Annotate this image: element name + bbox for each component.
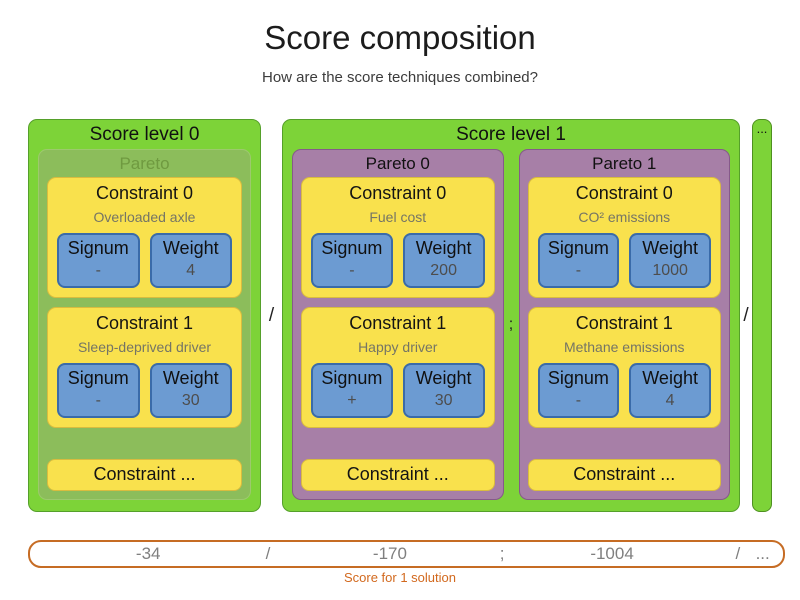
constraint-box: Constraint 1 Sleep-deprived driver Signu… [47,307,242,428]
weight-label: Weight [162,368,219,388]
constraint-description: Fuel cost [369,209,427,225]
weight-value: 4 [186,262,196,279]
score-level-0-label: Score level 0 [89,124,200,145]
signum-value: - [95,262,101,279]
signum-value: - [575,392,582,409]
score-separator: ; [499,544,505,563]
signum-label: Signum [547,368,609,388]
weight-value: 30 [434,392,453,409]
page-subtitle: How are the score techniques combined? [262,69,538,86]
score-composition-diagram: Score level 0 Pareto Constraint 0 Overlo… [28,119,772,512]
score-level-1-label: Score level 1 [456,124,566,145]
constraint-box: Constraint 0 CO² emissions Signum - Weig… [527,177,721,298]
weight-label: Weight [415,368,472,388]
signum-weight-row: Signum - Weight 30 [57,363,232,418]
constraint-description: Sleep-deprived driver [77,339,212,355]
constraint-box: Constraint 1 Methane emissions Signum - … [527,307,721,428]
pareto-row: Pareto 0 Constraint 0 Fuel cost Signum -… [292,149,730,500]
constraint-more-box: Constraint ... [301,459,495,491]
weight-label: Weight [642,238,698,258]
score-bar-caption: Score for 1 solution [343,570,456,585]
weight-value: 4 [665,392,675,409]
score-level-1-box: Score level 1 Pareto 0 Constraint 0 Fuel… [282,119,740,512]
signum-label: Signum [321,238,383,258]
constraint-description: Happy driver [358,339,438,355]
signum-box: Signum - [537,363,620,418]
score-separator: / [735,544,741,563]
signum-value: - [349,262,355,279]
pareto-label: Pareto [119,154,170,173]
weight-box: Weight 4 [149,233,232,288]
ellipsis-label: ... [756,121,768,136]
weight-value: 200 [430,262,457,279]
signum-weight-row: Signum - Weight 4 [537,363,711,418]
pareto-box-disabled: Pareto Constraint 0 Overloaded axle Sign… [38,149,251,500]
constraint-description: Overloaded axle [93,209,196,225]
signum-label: Signum [67,238,129,258]
signum-label: Signum [547,238,609,258]
signum-weight-row: Signum - Weight 4 [57,233,232,288]
constraint-title: Constraint 1 [95,313,194,333]
score-level-separator: / [268,304,275,326]
weight-box: Weight 4 [629,363,711,418]
score-level-separator: / [743,304,749,326]
pareto-label: Pareto 1 [592,154,657,173]
score-value-pareto1: -1004 [590,544,634,563]
signum-weight-row: Signum + Weight 30 [311,363,485,418]
signum-value: + [347,392,357,409]
weight-box: Weight 1000 [629,233,711,288]
constraint-box: Constraint 0 Overloaded axle Signum - We… [47,177,242,298]
signum-box: Signum + [311,363,393,418]
constraint-description: Methane emissions [563,339,685,355]
score-ellipsis: ... [755,544,770,563]
score-value-pareto0: -170 [372,544,407,563]
signum-weight-row: Signum - Weight 1000 [537,233,711,288]
constraint-description: CO² emissions [578,209,671,225]
signum-box: Signum - [57,233,140,288]
signum-label: Signum [321,368,383,388]
weight-value: 1000 [652,262,688,279]
score-separator: / [265,544,271,563]
signum-value: - [95,392,101,409]
constraint-title: Constraint 1 [575,313,673,333]
score-value-level0: -34 [135,544,161,563]
signum-box: Signum - [537,233,620,288]
constraint-more-box: Constraint ... [527,459,721,491]
constraint-title: Constraint 0 [575,183,673,203]
score-bar: -34 / -170 ; -1004 / ... [28,540,785,568]
weight-label: Weight [415,238,472,258]
constraint-title: Constraint 0 [349,183,447,203]
weight-box: Weight 200 [402,233,485,288]
signum-value: - [575,262,582,279]
pareto-1-box: Pareto 1 Constraint 0 CO² emissions Sign… [518,149,730,500]
signum-box: Signum - [57,363,140,418]
pareto-label: Pareto 0 [365,154,430,173]
page-title: Score composition [264,19,536,56]
pareto-0-box: Pareto 0 Constraint 0 Fuel cost Signum -… [292,149,504,500]
weight-value: 30 [181,392,200,409]
constraint-title: Constraint 1 [349,313,447,333]
weight-label: Weight [162,238,219,258]
constraint-more-box: Constraint ... [47,459,242,491]
weight-box: Weight 30 [149,363,232,418]
pareto-separator: ; [508,315,514,333]
signum-box: Signum - [311,233,393,288]
more-score-levels-box: ... [752,119,772,512]
weight-label: Weight [642,368,698,388]
weight-box: Weight 30 [402,363,485,418]
constraint-title: Constraint 0 [95,183,194,203]
constraint-box: Constraint 0 Fuel cost Signum - Weight 2… [301,177,495,298]
signum-weight-row: Signum - Weight 200 [311,233,485,288]
signum-label: Signum [67,368,129,388]
score-level-0-box: Score level 0 Pareto Constraint 0 Overlo… [28,119,261,512]
constraint-box: Constraint 1 Happy driver Signum + Weigh… [301,307,495,428]
